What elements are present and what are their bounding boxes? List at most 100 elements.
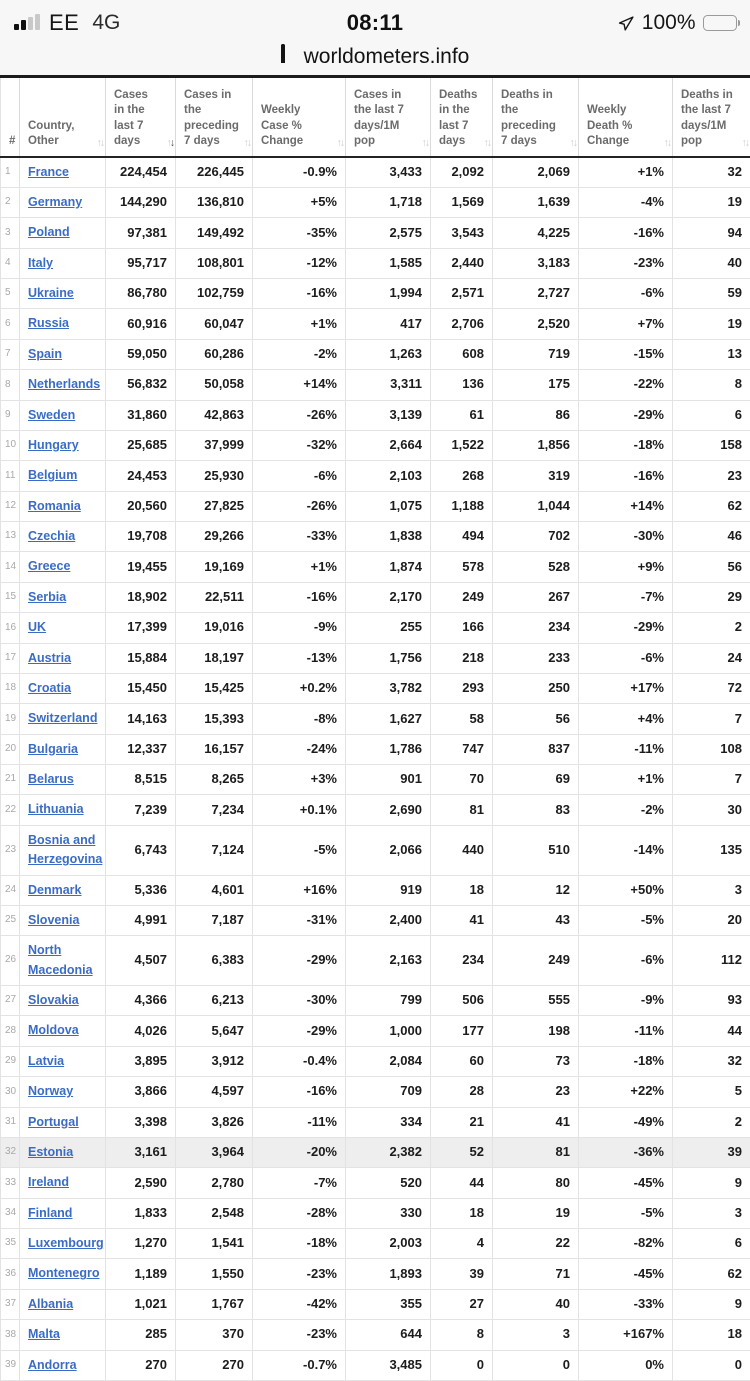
cases_prev7d-cell: 3,964	[176, 1137, 253, 1167]
column-header-rank[interactable]: #	[1, 77, 20, 157]
rank-cell: 36	[1, 1259, 20, 1289]
country-link[interactable]: Belarus	[28, 772, 74, 786]
country-link[interactable]: Czechia	[28, 529, 75, 543]
country-link[interactable]: Malta	[28, 1327, 60, 1341]
weekly_death_change-cell: -11%	[579, 734, 673, 764]
country-cell: Croatia	[20, 673, 106, 703]
deaths_7d-cell: 177	[431, 1016, 493, 1046]
country-link[interactable]: Latvia	[28, 1054, 64, 1068]
column-header-weekly_death_change[interactable]: Weekly Death % Change↑↓	[579, 77, 673, 157]
cases_7d-cell: 15,450	[106, 673, 176, 703]
cases_prev7d-cell: 4,601	[176, 875, 253, 905]
country-link[interactable]: Bulgaria	[28, 742, 78, 756]
cases_per_1m-cell: 355	[346, 1289, 431, 1319]
country-link[interactable]: Spain	[28, 347, 62, 361]
column-header-cases_7d[interactable]: Cases in the last 7 days↑↓	[106, 77, 176, 157]
rank-cell: 16	[1, 613, 20, 643]
column-header-weekly_case_change[interactable]: Weekly Case % Change↑↓	[253, 77, 346, 157]
country-link[interactable]: Luxembourg	[28, 1236, 104, 1250]
country-link[interactable]: Montenegro	[28, 1266, 100, 1280]
country-link[interactable]: France	[28, 165, 69, 179]
country-link[interactable]: Ukraine	[28, 286, 74, 300]
rank-cell: 21	[1, 765, 20, 795]
country-link[interactable]: Andorra	[28, 1358, 77, 1372]
deaths_7d-cell: 218	[431, 643, 493, 673]
country-link[interactable]: Sweden	[28, 408, 75, 422]
country-link[interactable]: Poland	[28, 225, 70, 239]
country-link[interactable]: Slovenia	[28, 913, 79, 927]
cases_prev7d-cell: 37,999	[176, 430, 253, 460]
country-link[interactable]: Germany	[28, 195, 82, 209]
deaths_7d-cell: 52	[431, 1137, 493, 1167]
cases_prev7d-cell: 7,124	[176, 825, 253, 875]
country-link[interactable]: UK	[28, 620, 46, 634]
cases_7d-cell: 15,884	[106, 643, 176, 673]
weekly_death_change-cell: -82%	[579, 1229, 673, 1259]
weekly_death_change-cell: +22%	[579, 1077, 673, 1107]
cases_prev7d-cell: 3,826	[176, 1107, 253, 1137]
country-cell: Netherlands	[20, 370, 106, 400]
column-header-cases_per_1m[interactable]: Cases in the last 7 days/1M pop↑↓	[346, 77, 431, 157]
column-header-deaths_prev7d[interactable]: Deaths in the preceding 7 days↑↓	[493, 77, 579, 157]
cases_7d-cell: 4,991	[106, 905, 176, 935]
cases_7d-cell: 95,717	[106, 248, 176, 278]
country-link[interactable]: Denmark	[28, 883, 82, 897]
deaths_per_1m-cell: 6	[673, 1229, 750, 1259]
country-cell: Belgium	[20, 461, 106, 491]
deaths_prev7d-cell: 250	[493, 673, 579, 703]
rank-cell: 17	[1, 643, 20, 673]
country-link[interactable]: Hungary	[28, 438, 79, 452]
column-header-country[interactable]: Country, Other↑↓	[20, 77, 106, 157]
country-link[interactable]: Austria	[28, 651, 71, 665]
country-link[interactable]: Switzerland	[28, 711, 97, 725]
weekly_case_change-cell: +5%	[253, 187, 346, 217]
country-link[interactable]: Bosnia and Herzegovina	[28, 833, 102, 866]
column-header-deaths_7d[interactable]: Deaths in the last 7 days↑↓	[431, 77, 493, 157]
cases_7d-cell: 285	[106, 1320, 176, 1350]
weekly_death_change-cell: +4%	[579, 704, 673, 734]
cases_prev7d-cell: 3,912	[176, 1046, 253, 1076]
deaths_7d-cell: 268	[431, 461, 493, 491]
cases_per_1m-cell: 3,433	[346, 157, 431, 188]
rank-cell: 38	[1, 1320, 20, 1350]
country-link[interactable]: Norway	[28, 1084, 73, 1098]
weekly_case_change-cell: -13%	[253, 643, 346, 673]
country-link[interactable]: Albania	[28, 1297, 73, 1311]
deaths_prev7d-cell: 56	[493, 704, 579, 734]
country-link[interactable]: Romania	[28, 499, 81, 513]
cases_per_1m-cell: 2,084	[346, 1046, 431, 1076]
weekly_case_change-cell: -24%	[253, 734, 346, 764]
weekly_death_change-cell: -29%	[579, 613, 673, 643]
country-link[interactable]: Belgium	[28, 468, 77, 482]
country-link[interactable]: Greece	[28, 559, 70, 573]
rank-cell: 15	[1, 582, 20, 612]
country-cell: Lithuania	[20, 795, 106, 825]
column-header-deaths_per_1m[interactable]: Deaths in the last 7 days/1M pop↑↓	[673, 77, 750, 157]
country-link[interactable]: North Macedonia	[28, 943, 93, 976]
country-link[interactable]: Lithuania	[28, 802, 84, 816]
cases_7d-cell: 8,515	[106, 765, 176, 795]
address-bar[interactable]: worldometers.info	[0, 38, 750, 75]
deaths_prev7d-cell: 2,520	[493, 309, 579, 339]
column-header-cases_prev7d[interactable]: Cases in the preceding 7 days↑↓	[176, 77, 253, 157]
cases_per_1m-cell: 3,485	[346, 1350, 431, 1380]
country-link[interactable]: Ireland	[28, 1175, 69, 1189]
cases_per_1m-cell: 1,756	[346, 643, 431, 673]
country-link[interactable]: Italy	[28, 256, 53, 270]
cases_7d-cell: 19,455	[106, 552, 176, 582]
country-link[interactable]: Estonia	[28, 1145, 73, 1159]
country-link[interactable]: Slovakia	[28, 993, 79, 1007]
country-link[interactable]: Finland	[28, 1206, 72, 1220]
deaths_7d-cell: 506	[431, 986, 493, 1016]
rank-cell: 12	[1, 491, 20, 521]
country-link[interactable]: Moldova	[28, 1023, 79, 1037]
signal-bars-icon	[14, 14, 40, 32]
country-link[interactable]: Portugal	[28, 1115, 79, 1129]
country-link[interactable]: Croatia	[28, 681, 71, 695]
country-link[interactable]: Russia	[28, 316, 69, 330]
country-link[interactable]: Netherlands	[28, 377, 100, 391]
country-link[interactable]: Serbia	[28, 590, 66, 604]
